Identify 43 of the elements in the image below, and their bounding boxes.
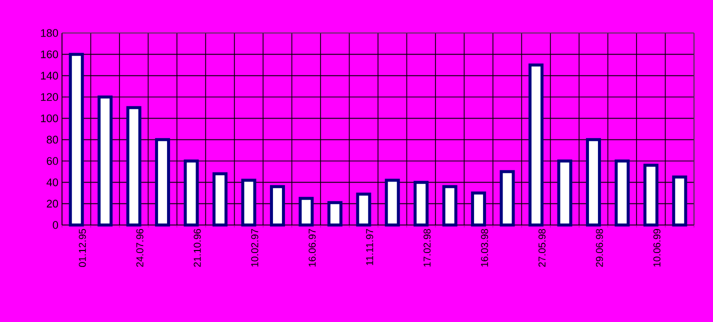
x-tick-label: 11.11.97 <box>366 229 374 266</box>
y-tick-label: 120 <box>41 93 58 101</box>
bar <box>384 178 400 226</box>
x-tick-label: 10.06.99 <box>653 228 660 267</box>
y-tick-label: 0 <box>52 221 58 229</box>
y-tick-label: 140 <box>41 72 58 80</box>
bar <box>528 64 544 226</box>
bar <box>212 172 228 226</box>
y-tick-label: 40 <box>46 178 58 186</box>
x-tick-label: 24.07.96 <box>136 228 144 267</box>
bar <box>586 138 601 226</box>
y-tick-label: 80 <box>46 136 58 144</box>
x-tick-label: 01.12.95 <box>78 228 86 267</box>
bar <box>471 192 486 226</box>
bar <box>184 160 199 226</box>
bar <box>614 160 630 226</box>
bar <box>442 185 458 226</box>
bar <box>327 201 342 226</box>
x-tick-label: 29.06.98 <box>596 228 603 267</box>
y-tick-label: 20 <box>46 200 58 208</box>
x-tick-label: 16.06.97 <box>308 229 316 267</box>
y-tick-label: 160 <box>41 50 58 58</box>
bar <box>155 138 170 226</box>
bar <box>126 106 142 226</box>
x-tick-label: 21.10.96 <box>194 228 201 267</box>
x-tick-label: 10.02.97 <box>251 229 258 267</box>
y-tick-label: 100 <box>41 114 58 122</box>
x-tick-label: 17.02.98 <box>424 228 431 267</box>
bar <box>68 52 84 226</box>
y-tick-label: 180 <box>41 29 58 37</box>
bar <box>557 160 572 226</box>
x-tick-label: 27.05.98 <box>538 228 546 267</box>
bar <box>500 170 515 226</box>
bar <box>643 164 658 226</box>
x-tick-label: 16.03.98 <box>481 228 488 267</box>
bar <box>414 180 429 226</box>
bar <box>672 176 688 226</box>
bar <box>98 96 113 226</box>
bar <box>298 196 314 226</box>
bar <box>241 178 256 226</box>
bar <box>270 185 285 226</box>
bar <box>356 192 372 226</box>
y-tick-label: 60 <box>46 157 58 165</box>
